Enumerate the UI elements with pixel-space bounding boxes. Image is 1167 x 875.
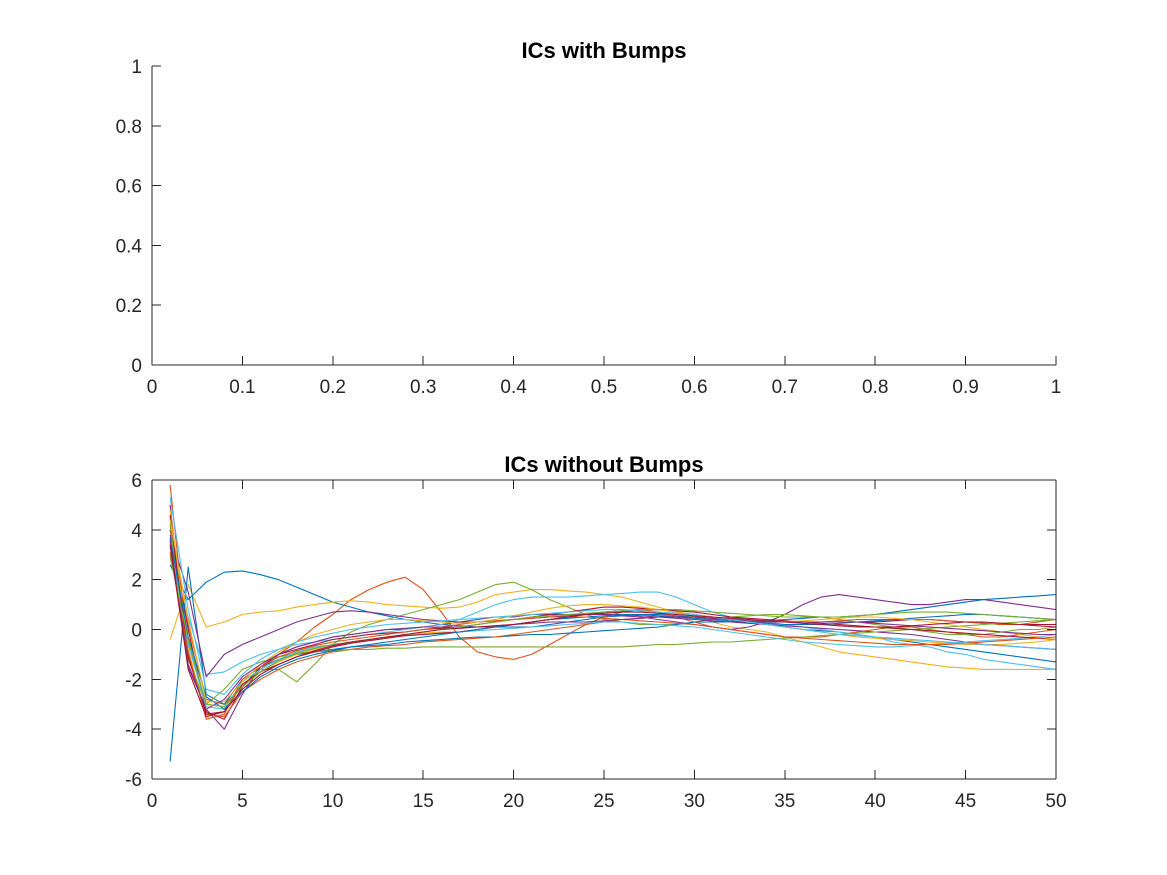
series-line-15	[169, 537, 1057, 710]
series-line-16	[169, 552, 1057, 720]
bottom-subplot-axes: ICs without Bumps 0 5 10 15 20 25 30 35 40 45 50-6…	[125, 452, 1066, 812]
x-tick-label: 50	[1045, 791, 1066, 812]
y-tick-label: 4	[131, 521, 142, 542]
y-tick-label: 1	[131, 57, 142, 78]
y-tick-label: 2	[131, 571, 142, 592]
x-tick-label: 0.9	[952, 377, 978, 398]
x-tick-label: 5	[237, 791, 248, 812]
series-line-20	[169, 497, 1057, 695]
x-tick-label: 15	[413, 791, 434, 812]
series-line-21	[169, 544, 1057, 718]
y-tick-label: 0.4	[116, 236, 143, 257]
y-tick-label: -6	[125, 770, 142, 791]
y-tick-label: 0.8	[116, 117, 142, 138]
x-tick-label: 0.6	[681, 377, 707, 398]
top-subplot-title: ICs with Bumps	[521, 38, 686, 63]
x-tick-label: 45	[955, 791, 976, 812]
x-tick-label: 0	[147, 377, 158, 398]
x-tick-label: 0.1	[229, 377, 255, 398]
x-tick-label: 0.2	[320, 377, 346, 398]
x-tick-label: 0.5	[591, 377, 617, 398]
x-tick-label: 0.7	[772, 377, 798, 398]
top-subplot-axes: ICs with Bumps 0 0.1 0.2 0.3 0.4 0.5 0.6 0.7 0.8…	[116, 38, 1062, 398]
series-line-13	[169, 547, 1057, 710]
top-subplot-ticks: 0 0.1 0.2 0.3 0.4 0.5 0.6 0.7 0.8 0.9 1 0 0.2 0.4 0.6 0…	[116, 57, 1062, 398]
x-tick-label: 40	[865, 791, 886, 812]
y-tick-label: -4	[125, 720, 142, 741]
y-tick-label: 0.2	[116, 296, 142, 317]
y-tick-label: -2	[125, 670, 142, 691]
series-line-17	[169, 519, 1057, 703]
x-tick-label: 0.8	[862, 377, 888, 398]
bottom-subplot-ticks: 0 5 10 15 20 25 30 35 40 45 50 -6 -4 -2 0 2 4 6	[125, 471, 1066, 812]
x-tick-label: 1	[1051, 377, 1062, 398]
x-tick-label: 25	[593, 791, 614, 812]
x-tick-label: 30	[684, 791, 705, 812]
x-tick-label: 0.4	[500, 377, 527, 398]
series-line-19	[169, 557, 1057, 708]
series-line-3	[169, 584, 1056, 670]
x-tick-label: 35	[774, 791, 795, 812]
y-tick-label: 0.6	[116, 177, 142, 198]
bottom-subplot-series	[169, 484, 1057, 762]
bottom-subplot-title: ICs without Bumps	[504, 452, 703, 477]
y-tick-label: 0	[131, 621, 142, 642]
series-line-11	[169, 534, 1057, 678]
y-tick-label: 6	[131, 471, 142, 492]
series-line-1	[169, 564, 1057, 663]
x-tick-label: 20	[503, 791, 524, 812]
x-tick-label: 0.3	[410, 377, 436, 398]
x-tick-label: 0	[147, 791, 158, 812]
x-tick-label: 10	[322, 791, 343, 812]
y-tick-label: 0	[131, 356, 142, 377]
